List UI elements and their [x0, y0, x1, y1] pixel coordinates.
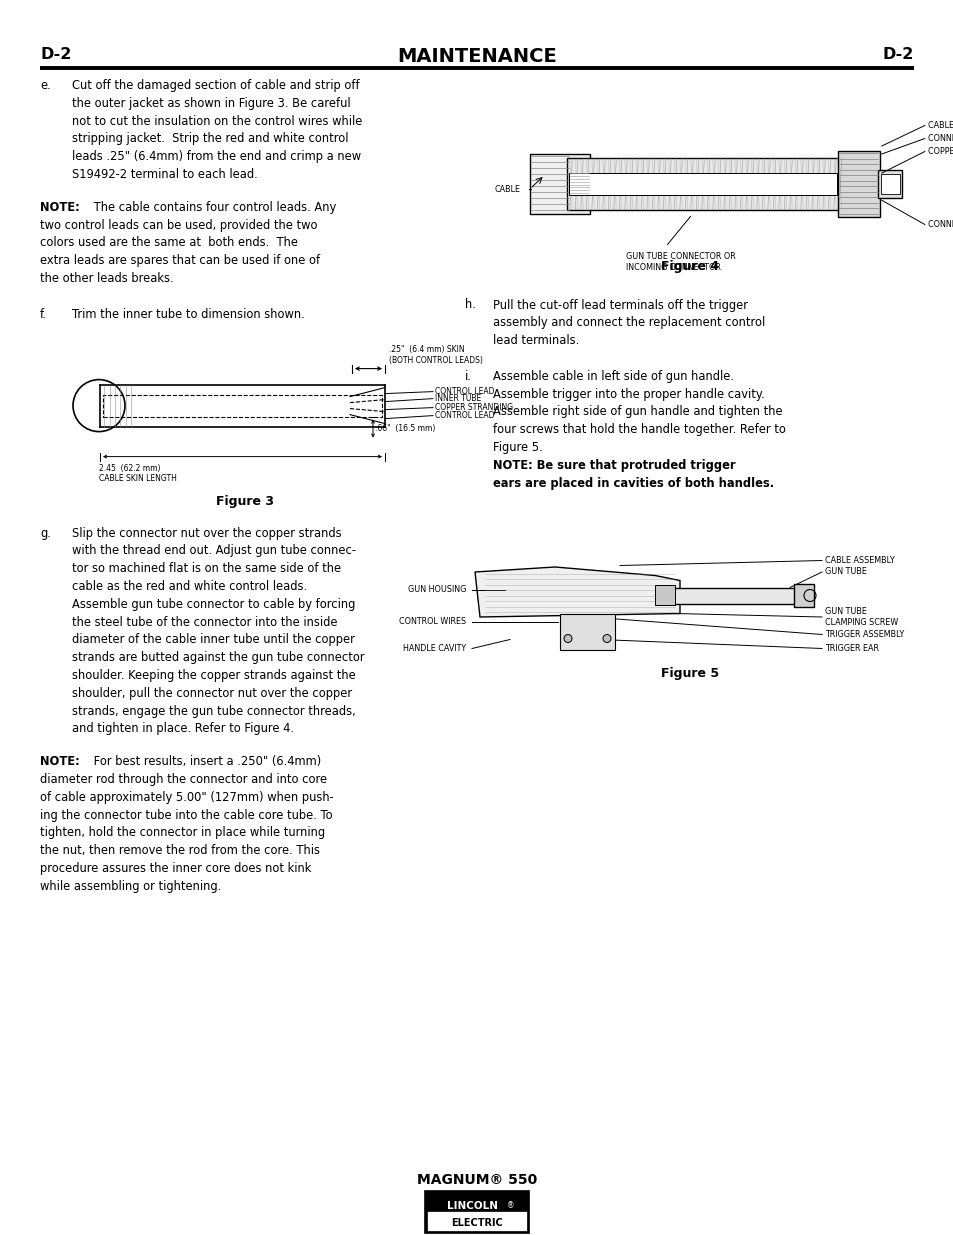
Text: while assembling or tightening.: while assembling or tightening. — [40, 879, 221, 893]
Text: the nut, then remove the rod from the core. This: the nut, then remove the rod from the co… — [40, 845, 319, 857]
Text: COPPER STRANDING: COPPER STRANDING — [435, 403, 513, 412]
Text: GUN TUBE
CLAMPING SCREW: GUN TUBE CLAMPING SCREW — [824, 608, 898, 626]
Text: CONTROL WIRES: CONTROL WIRES — [398, 618, 465, 626]
Bar — [793, 584, 813, 606]
Text: lead terminals.: lead terminals. — [493, 335, 578, 347]
Text: tor so machined flat is on the same side of the: tor so machined flat is on the same side… — [71, 562, 341, 576]
Text: Cut off the damaged section of cable and strip off: Cut off the damaged section of cable and… — [71, 79, 359, 91]
Text: D-2: D-2 — [40, 47, 71, 62]
Text: Trim the inner tube to dimension shown.: Trim the inner tube to dimension shown. — [71, 308, 304, 321]
Text: GUN TUBE CONNECTOR OR
INCOMING CONNECTOR: GUN TUBE CONNECTOR OR INCOMING CONNECTOR — [625, 252, 735, 272]
Text: strands, engage the gun tube connector threads,: strands, engage the gun tube connector t… — [71, 705, 355, 718]
Text: Figure 3: Figure 3 — [215, 494, 274, 508]
Text: of cable approximately 5.00" (127mm) when push-: of cable approximately 5.00" (127mm) whe… — [40, 790, 334, 804]
Text: TRIGGER EAR: TRIGGER EAR — [824, 643, 878, 653]
Bar — [529, 154, 589, 214]
Text: leads .25" (6.4mm) from the end and crimp a new: leads .25" (6.4mm) from the end and crim… — [71, 151, 361, 163]
Text: ing the connector tube into the cable core tube. To: ing the connector tube into the cable co… — [40, 809, 333, 821]
Text: GUN HOUSING: GUN HOUSING — [407, 585, 465, 594]
Text: For best results, insert a .250" (6.4mm): For best results, insert a .250" (6.4mm) — [90, 755, 321, 768]
Text: CABLE INNER TUBE: CABLE INNER TUBE — [927, 121, 953, 130]
Text: Assemble gun tube connector to cable by forcing: Assemble gun tube connector to cable by … — [71, 598, 355, 611]
Text: shoulder. Keeping the copper strands against the: shoulder. Keeping the copper strands aga… — [71, 669, 355, 682]
Text: Slip the connector nut over the copper strands: Slip the connector nut over the copper s… — [71, 526, 341, 540]
Polygon shape — [475, 567, 679, 618]
Text: CONTROL LEAD: CONTROL LEAD — [435, 387, 494, 396]
Text: .25"  (6.4 mm) SKIN
(BOTH CONTROL LEADS): .25" (6.4 mm) SKIN (BOTH CONTROL LEADS) — [389, 346, 482, 364]
Text: CABLE ASSEMBLY: CABLE ASSEMBLY — [824, 556, 894, 564]
Bar — [877, 169, 901, 199]
Text: the steel tube of the connector into the inside: the steel tube of the connector into the… — [71, 615, 337, 629]
Text: TRIGGER ASSEMBLY: TRIGGER ASSEMBLY — [824, 630, 903, 638]
Text: LINCOLN: LINCOLN — [446, 1200, 497, 1212]
Text: NOTE:: NOTE: — [40, 755, 80, 768]
Text: Pull the cut-off lead terminals off the trigger: Pull the cut-off lead terminals off the … — [493, 299, 747, 311]
Text: e.: e. — [40, 79, 51, 91]
Text: GUN TUBE: GUN TUBE — [824, 568, 866, 577]
Text: diameter of the cable inner tube until the copper: diameter of the cable inner tube until t… — [71, 634, 355, 646]
Text: Assemble trigger into the proper handle cavity.: Assemble trigger into the proper handle … — [493, 388, 763, 400]
Text: Figure 4: Figure 4 — [660, 261, 719, 273]
Text: ELECTRIC: ELECTRIC — [451, 1218, 502, 1228]
Text: h.: h. — [464, 299, 476, 311]
Circle shape — [563, 635, 572, 642]
Text: S19492-2 terminal to each lead.: S19492-2 terminal to each lead. — [71, 168, 257, 182]
Text: the other leads breaks.: the other leads breaks. — [40, 272, 173, 285]
Text: CONNECTOR TUBE: CONNECTOR TUBE — [927, 135, 953, 143]
Text: NOTE:: NOTE: — [40, 201, 80, 214]
Text: diameter rod through the connector and into core: diameter rod through the connector and i… — [40, 773, 327, 785]
Text: Assemble right side of gun handle and tighten the: Assemble right side of gun handle and ti… — [493, 405, 781, 419]
Text: f.: f. — [40, 308, 47, 321]
Text: cable as the red and white control leads.: cable as the red and white control leads… — [71, 580, 307, 593]
Circle shape — [602, 635, 610, 642]
Text: CONNECTOR NUT: CONNECTOR NUT — [927, 220, 953, 228]
Bar — [103, 395, 381, 416]
Text: ®: ® — [506, 1200, 514, 1210]
Text: procedure assures the inner core does not kink: procedure assures the inner core does no… — [40, 862, 311, 876]
Text: four screws that hold the handle together. Refer to: four screws that hold the handle togethe… — [493, 424, 785, 436]
Text: strands are butted against the gun tube connector: strands are butted against the gun tube … — [71, 651, 364, 664]
Text: NOTE: Be sure that protruded trigger: NOTE: Be sure that protruded trigger — [493, 459, 735, 472]
Text: shoulder, pull the connector nut over the copper: shoulder, pull the connector nut over th… — [71, 687, 352, 700]
Bar — [880, 174, 899, 194]
Text: INNER TUBE: INNER TUBE — [435, 394, 480, 403]
Bar — [568, 173, 836, 195]
Text: COPPER STRANDS: COPPER STRANDS — [927, 147, 953, 156]
Text: CONTROL LEAD: CONTROL LEAD — [435, 411, 494, 420]
Bar — [566, 158, 839, 210]
Text: not to cut the insulation on the control wires while: not to cut the insulation on the control… — [71, 115, 362, 127]
Text: stripping jacket.  Strip the red and white control: stripping jacket. Strip the red and whit… — [71, 132, 348, 146]
Bar — [837, 152, 879, 216]
Bar — [655, 585, 675, 605]
Text: i.: i. — [464, 370, 472, 383]
Bar — [427, 1212, 526, 1231]
Text: with the thread end out. Adjust gun tube connec-: with the thread end out. Adjust gun tube… — [71, 545, 355, 557]
Text: MAGNUM® 550: MAGNUM® 550 — [416, 1173, 537, 1187]
Text: CABLE: CABLE — [495, 184, 520, 194]
Text: extra leads are spares that can be used if one of: extra leads are spares that can be used … — [40, 254, 320, 267]
Text: .66"  (16.5 mm): .66" (16.5 mm) — [375, 424, 435, 433]
Text: Figure 5.: Figure 5. — [493, 441, 546, 454]
Text: assembly and connect the replacement control: assembly and connect the replacement con… — [493, 316, 764, 330]
Text: Figure 5: Figure 5 — [660, 667, 719, 680]
Text: and tighten in place. Refer to Figure 4.: and tighten in place. Refer to Figure 4. — [71, 722, 294, 735]
Text: tighten, hold the connector in place while turning: tighten, hold the connector in place whi… — [40, 826, 325, 840]
Text: Assemble cable in left side of gun handle.: Assemble cable in left side of gun handl… — [493, 370, 733, 383]
Text: The cable contains four control leads. Any: The cable contains four control leads. A… — [90, 201, 335, 214]
Text: D-2: D-2 — [882, 47, 913, 62]
Text: g.: g. — [40, 526, 51, 540]
Text: MAINTENANCE: MAINTENANCE — [396, 47, 557, 65]
Text: ears are placed in cavities of both handles.: ears are placed in cavities of both hand… — [493, 477, 773, 490]
Bar — [659, 588, 800, 604]
Text: two control leads can be used, provided the two: two control leads can be used, provided … — [40, 219, 317, 232]
Text: the outer jacket as shown in Figure 3. Be careful: the outer jacket as shown in Figure 3. B… — [71, 96, 351, 110]
Text: colors used are the same at  both ends.  The: colors used are the same at both ends. T… — [40, 236, 297, 249]
Text: HANDLE CAVITY: HANDLE CAVITY — [402, 643, 465, 653]
Bar — [424, 1191, 529, 1233]
Bar — [559, 614, 615, 650]
Text: 2.45  (62.2 mm)
CABLE SKIN LENGTH: 2.45 (62.2 mm) CABLE SKIN LENGTH — [99, 463, 176, 483]
